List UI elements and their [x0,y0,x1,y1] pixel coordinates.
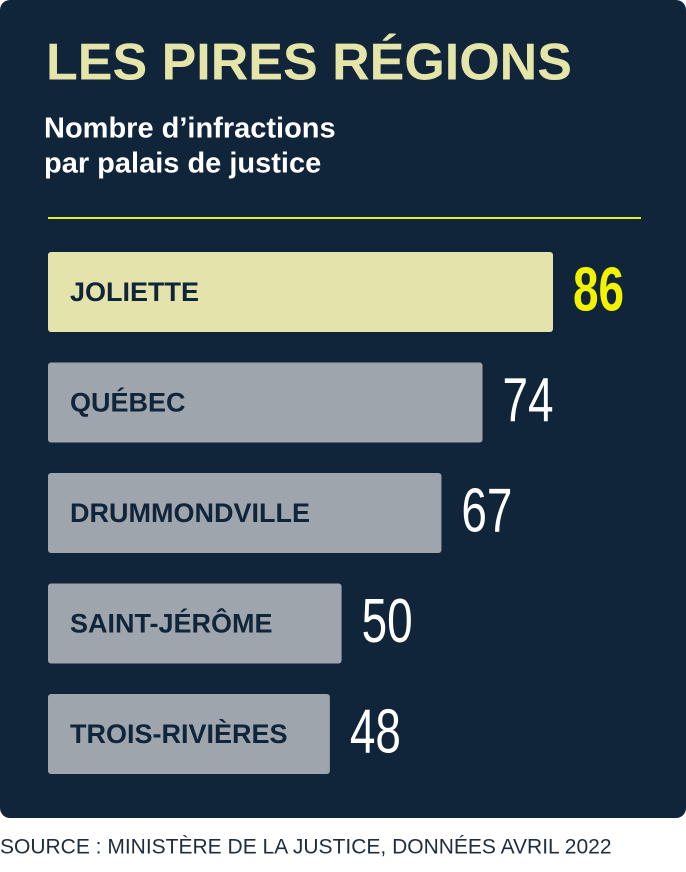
category-label: SAINT-JÉRÔME [70,608,273,639]
source: SOURCE : MINISTÈRE DE LA JUSTICE, DONNÉE… [0,836,612,859]
category-label: TROIS-RIVIÈRES [70,718,288,749]
subtitle: Nombre d’infractions [44,113,336,145]
category-label: DRUMMONDVILLE [70,498,310,528]
bar [48,583,342,664]
value-label: 48 [350,697,401,766]
category-label: QUÉBEC [70,387,186,418]
bar [48,694,330,774]
subtitle: par palais de justice [44,148,321,180]
category-label: JOLIETTE [70,277,199,307]
value-label: 50 [362,586,413,655]
bar [48,362,483,443]
bar [48,473,442,553]
value-label: 86 [573,255,624,324]
value-label: 67 [461,476,512,545]
chart-title: LES PIRES RÉGIONS [46,34,572,92]
bar [48,252,553,332]
value-label: 74 [503,365,554,434]
